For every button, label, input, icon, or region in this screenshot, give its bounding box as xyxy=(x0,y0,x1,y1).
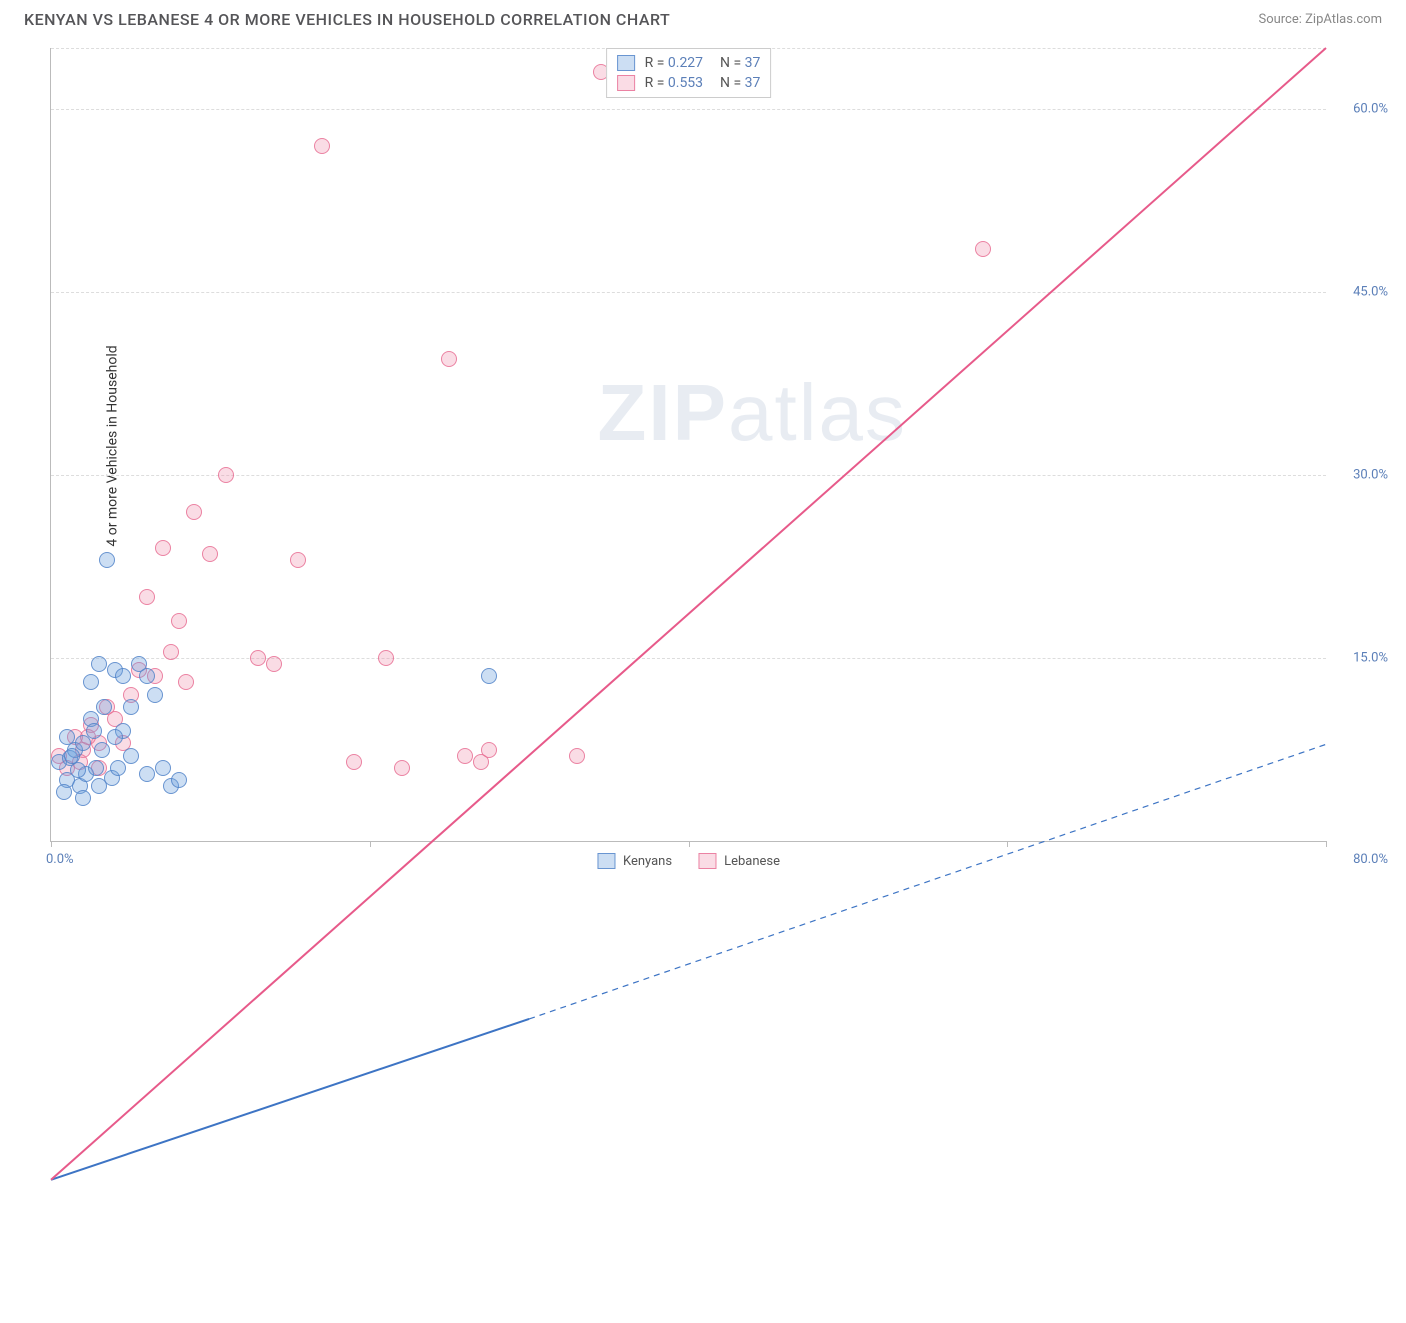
legend-item-blue: Kenyans xyxy=(597,853,672,869)
data-point xyxy=(83,674,99,690)
y-tick-label: 60.0% xyxy=(1353,102,1388,117)
data-point xyxy=(59,729,75,745)
data-point xyxy=(155,760,171,776)
chart-title: KENYAN VS LEBANESE 4 OR MORE VEHICLES IN… xyxy=(24,10,670,29)
data-point xyxy=(139,766,155,782)
x-tick-min: 0.0% xyxy=(46,852,74,867)
data-point xyxy=(457,748,473,764)
data-point xyxy=(569,748,585,764)
data-point xyxy=(88,760,104,776)
data-point xyxy=(91,656,107,672)
data-point xyxy=(99,552,115,568)
data-point xyxy=(394,760,410,776)
data-point xyxy=(441,351,457,367)
swatch-pink-icon xyxy=(698,853,716,869)
swatch-blue-icon xyxy=(617,55,635,71)
data-point xyxy=(346,754,362,770)
data-point xyxy=(86,723,102,739)
data-point xyxy=(123,748,139,764)
data-point xyxy=(178,674,194,690)
data-point xyxy=(250,650,266,666)
data-point xyxy=(975,241,991,257)
data-point xyxy=(107,729,123,745)
data-point xyxy=(139,668,155,684)
data-point xyxy=(314,138,330,154)
data-point xyxy=(481,742,497,758)
x-tick-max: 80.0% xyxy=(1353,852,1388,867)
data-point xyxy=(96,699,112,715)
data-point xyxy=(171,772,187,788)
legend-stats: R = 0.227 N = 37 R = 0.553 N = 37 xyxy=(606,48,772,98)
data-point xyxy=(266,656,282,672)
y-tick-label: 30.0% xyxy=(1353,468,1388,483)
data-point xyxy=(171,613,187,629)
data-point xyxy=(155,540,171,556)
data-point xyxy=(70,762,86,778)
data-point xyxy=(481,668,497,684)
data-point xyxy=(115,668,131,684)
legend-stats-row-pink: R = 0.553 N = 37 xyxy=(617,73,761,93)
swatch-blue-icon xyxy=(597,853,615,869)
data-point xyxy=(290,552,306,568)
data-point xyxy=(94,742,110,758)
data-point xyxy=(202,546,218,562)
legend-item-pink: Lebanese xyxy=(698,853,780,869)
data-point xyxy=(218,467,234,483)
data-point xyxy=(378,650,394,666)
data-point xyxy=(163,644,179,660)
source-attribution: Source: ZipAtlas.com xyxy=(1258,12,1382,27)
data-point xyxy=(110,760,126,776)
data-point xyxy=(147,687,163,703)
scatter-points xyxy=(51,48,1326,841)
data-point xyxy=(139,589,155,605)
data-point xyxy=(64,748,80,764)
chart-area: 15.0%30.0%45.0%60.0% ZIPatlas R = 0.227 … xyxy=(50,48,1326,842)
legend-stats-row-blue: R = 0.227 N = 37 xyxy=(617,53,761,73)
data-point xyxy=(186,504,202,520)
data-point xyxy=(123,699,139,715)
data-point xyxy=(75,790,91,806)
legend-series: Kenyans Lebanese xyxy=(597,853,780,869)
data-point xyxy=(56,784,72,800)
swatch-pink-icon xyxy=(617,75,635,91)
y-tick-label: 45.0% xyxy=(1353,285,1388,300)
y-tick-label: 15.0% xyxy=(1353,651,1388,666)
